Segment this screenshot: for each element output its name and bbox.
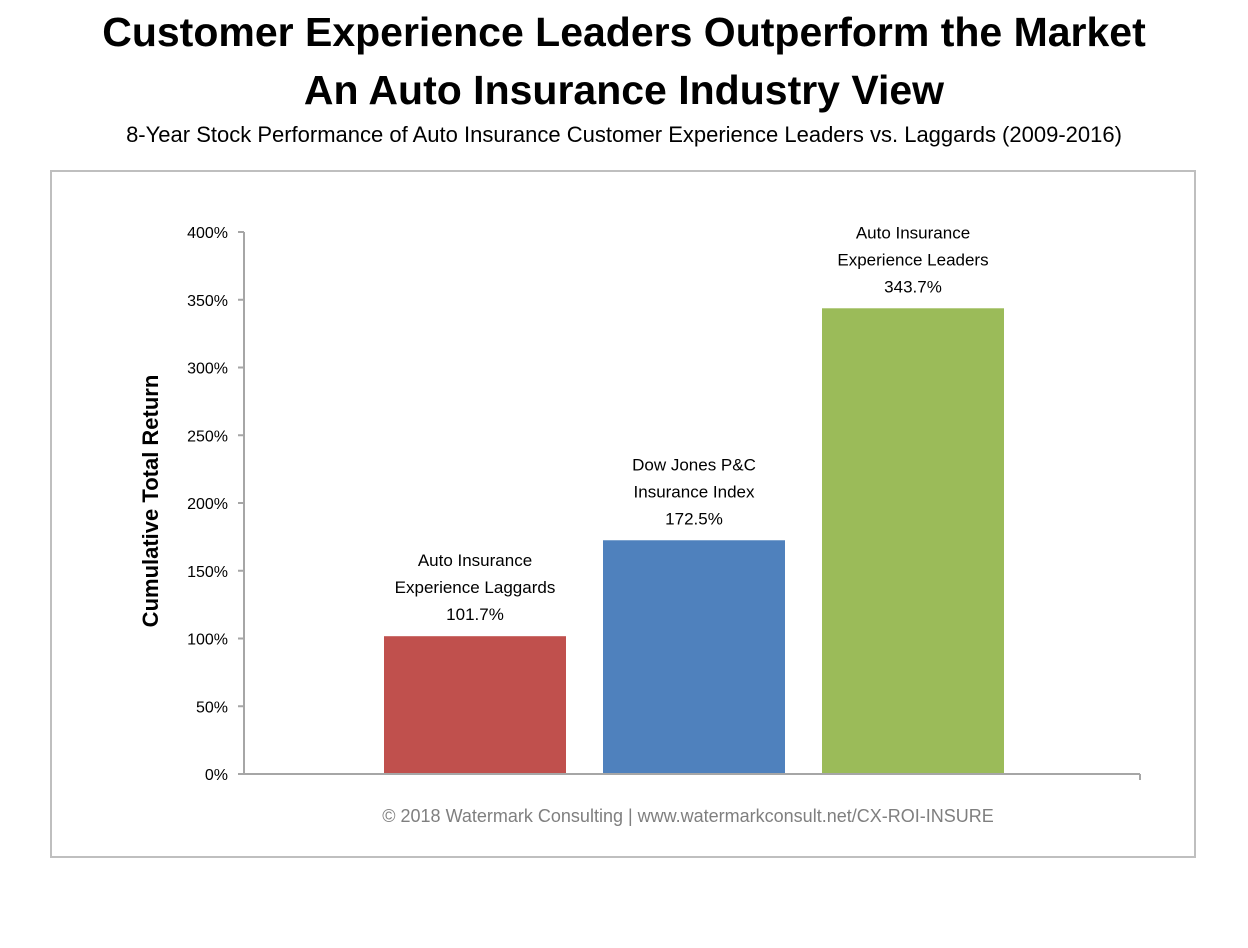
y-tick-label: 100% [187, 632, 228, 649]
bar-category-label: Experience Laggards [395, 578, 556, 597]
bar-1 [384, 636, 566, 774]
y-tick-label: 350% [187, 293, 228, 310]
chart-description: 8-Year Stock Performance of Auto Insuran… [126, 122, 1122, 147]
y-tick-label: 200% [187, 496, 228, 513]
bars [384, 308, 1004, 774]
copyright-footer: © 2018 Watermark Consulting | www.waterm… [382, 806, 993, 826]
y-tick-label: 150% [187, 564, 228, 581]
y-tick-label: 50% [196, 699, 228, 716]
bar-value-label: 343.7% [884, 277, 942, 296]
y-tick-label: 250% [187, 428, 228, 445]
y-axis-ticks: 0% 50% 100% 150% 200% 250% 300% 350% 400% [187, 225, 1141, 784]
bar-category-label: Auto Insurance [856, 223, 970, 242]
bar-chart: 0% 50% 100% 150% 200% 250% 300% 350% 400% Auto I… [138, 223, 1141, 826]
bar-labels: Auto Insurance Experience Laggards 101.7% D… [395, 223, 989, 624]
chart-title: Customer Experience Leaders Outperform t… [102, 9, 1146, 55]
bar-value-label: 172.5% [665, 509, 723, 528]
bar-2 [603, 540, 785, 774]
chart-area: 0% 50% 100% 150% 200% 250% 300% 350% 400% Auto I… [50, 170, 1196, 858]
bar-category-label: Experience Leaders [837, 250, 988, 269]
y-tick-label: 300% [187, 361, 228, 378]
y-tick-label: 400% [187, 225, 228, 242]
bar-3 [822, 308, 1004, 774]
bar-category-label: Insurance Index [634, 482, 755, 501]
bar-category-label: Dow Jones P&C [632, 455, 756, 474]
bar-value-label: 101.7% [446, 605, 504, 624]
y-tick-label: 0% [205, 767, 228, 784]
bar-category-label: Auto Insurance [418, 551, 532, 570]
y-axis-label: Cumulative Total Return [138, 375, 163, 628]
chart-subtitle-heading: An Auto Insurance Industry View [303, 67, 945, 113]
